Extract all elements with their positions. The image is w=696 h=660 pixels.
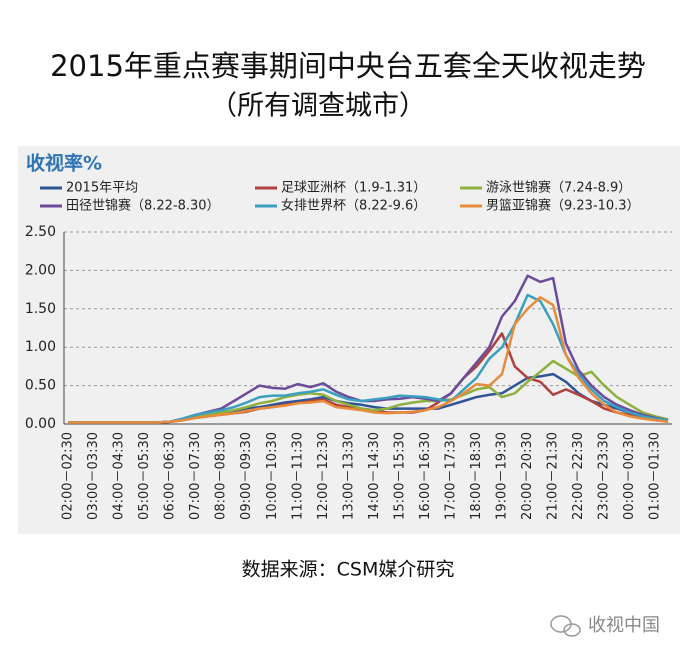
legend-label: 田径世锦赛（8.22-8.30） xyxy=(66,198,220,214)
x-tick-label: 22:00－22:30 xyxy=(571,432,586,520)
chart-panel xyxy=(18,146,680,534)
series-line xyxy=(68,296,669,424)
x-tick-label: 11:00－11:30 xyxy=(290,432,305,520)
legend-label: 2015年平均 xyxy=(66,181,138,196)
x-tick-label: 02:00－02:30 xyxy=(61,432,76,520)
x-tick-label: 00:00－00:30 xyxy=(622,432,637,520)
x-tick-label: 07:00－07:30 xyxy=(188,432,203,520)
chart-title: 2015年重点赛事期间中央台五套全天收视走势 xyxy=(50,49,646,83)
chart-subtitle: （所有调查城市） xyxy=(210,91,426,122)
x-tick-label: 23:00－23:30 xyxy=(597,432,612,520)
y-tick-label: 0.50 xyxy=(25,378,56,394)
x-tick-label: 10:00－10:30 xyxy=(265,432,280,520)
legend-label: 女排世界杯（8.22-9.6） xyxy=(281,198,426,214)
x-tick-label: 20:00－20:30 xyxy=(520,432,535,520)
y-tick-label: 2.00 xyxy=(25,262,56,278)
x-tick-label: 01:00－01:30 xyxy=(648,432,663,520)
x-tick-label: 12:00－12:30 xyxy=(316,432,331,520)
x-tick-label: 09:00－09:30 xyxy=(239,432,254,520)
y-tick-label: 2.50 xyxy=(25,224,56,240)
y-tick-label: 1.50 xyxy=(25,301,56,317)
x-tick-label: 17:00－17:30 xyxy=(443,432,458,520)
x-tick-label: 04:00－04:30 xyxy=(112,432,127,520)
watermark: 收视中国 xyxy=(588,615,660,636)
legend-label: 游泳世锦赛（7.24-8.9） xyxy=(486,180,631,196)
source-note: 数据来源：CSM媒介研究 xyxy=(242,559,455,581)
x-tick-label: 13:00－13:30 xyxy=(341,432,356,520)
legend-label: 足球亚洲杯（1.9-1.31） xyxy=(281,181,426,196)
legend-label: 男篮亚锦赛（9.23-10.3） xyxy=(486,198,640,214)
x-tick-label: 08:00－08:30 xyxy=(214,432,229,520)
x-tick-label: 16:00－16:30 xyxy=(418,432,433,520)
x-tick-label: 18:00－18:30 xyxy=(469,432,484,520)
x-tick-label: 14:00－14:30 xyxy=(367,432,382,520)
watermark-icon xyxy=(550,615,581,637)
x-tick-label: 21:00－21:30 xyxy=(546,432,561,520)
y-tick-label: 1.00 xyxy=(25,339,56,355)
y-tick-label: 0.00 xyxy=(25,416,56,432)
x-tick-label: 03:00－03:30 xyxy=(86,432,101,520)
x-tick-label: 19:00－19:30 xyxy=(495,432,510,520)
x-tick-label: 05:00－05:30 xyxy=(137,432,152,520)
x-tick-label: 15:00－15:30 xyxy=(392,432,407,520)
y-axis-label: 收视率% xyxy=(26,152,102,175)
x-tick-label: 06:00－06:30 xyxy=(163,432,178,520)
